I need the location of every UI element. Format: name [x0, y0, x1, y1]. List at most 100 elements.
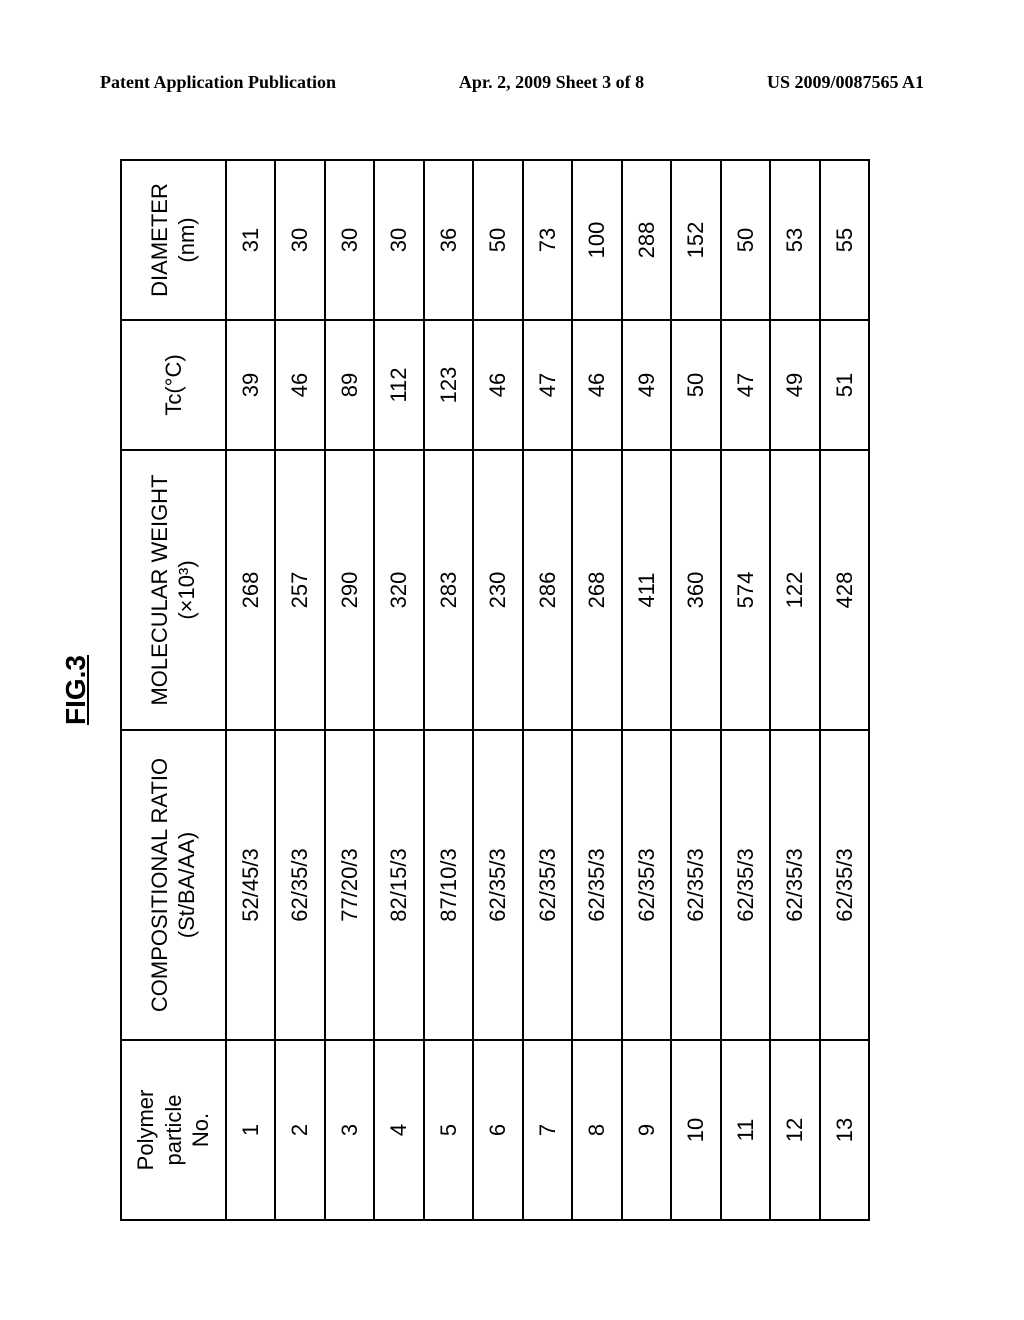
- cell-ratio: 62/35/3: [523, 730, 573, 1040]
- cell-mw: 268: [572, 450, 622, 730]
- table-row: 10 62/35/3 360 50 152: [671, 160, 721, 1220]
- cell-no: 11: [721, 1040, 771, 1220]
- table-row: 12 62/35/3 122 49 53: [770, 160, 820, 1220]
- cell-ratio: 62/35/3: [770, 730, 820, 1040]
- cell-mw: 122: [770, 450, 820, 730]
- cell-dia: 50: [473, 160, 523, 320]
- cell-tc: 39: [226, 320, 276, 450]
- table-row: 5 87/10/3 283 123 36: [424, 160, 474, 1220]
- col-header-dia-l2: (nm): [174, 217, 199, 262]
- cell-tc: 46: [473, 320, 523, 450]
- cell-no: 3: [325, 1040, 375, 1220]
- cell-mw: 230: [473, 450, 523, 730]
- table-row: 4 82/15/3 320 112 30: [374, 160, 424, 1220]
- table-row: 3 77/20/3 290 89 30: [325, 160, 375, 1220]
- cell-dia: 30: [325, 160, 375, 320]
- cell-no: 1: [226, 1040, 276, 1220]
- cell-ratio: 77/20/3: [325, 730, 375, 1040]
- table-row: 11 62/35/3 574 47 50: [721, 160, 771, 1220]
- cell-no: 9: [622, 1040, 672, 1220]
- cell-no: 8: [572, 1040, 622, 1220]
- col-header-mw-l2: (×10³): [174, 560, 199, 619]
- cell-ratio: 62/35/3: [622, 730, 672, 1040]
- polymer-particle-table: Polymer particle No. COMPOSITIONAL RATIO…: [120, 159, 870, 1221]
- col-header-mw-l1: MOLECULAR WEIGHT: [147, 474, 172, 705]
- cell-dia: 30: [275, 160, 325, 320]
- col-header-no-l1: Polymer particle: [133, 1090, 186, 1171]
- table-row: 2 62/35/3 257 46 30: [275, 160, 325, 1220]
- col-header-tc-l1: Tc(°C): [161, 354, 186, 415]
- cell-ratio: 52/45/3: [226, 730, 276, 1040]
- col-header-tc: Tc(°C): [121, 320, 226, 450]
- table-body: 1 52/45/3 268 39 31 2 62/35/3 257 46 30 …: [226, 160, 870, 1220]
- cell-ratio: 62/35/3: [473, 730, 523, 1040]
- cell-mw: 290: [325, 450, 375, 730]
- cell-dia: 152: [671, 160, 721, 320]
- cell-tc: 47: [721, 320, 771, 450]
- table-row: 7 62/35/3 286 47 73: [523, 160, 573, 1220]
- table-row: 13 62/35/3 428 51 55: [820, 160, 870, 1220]
- col-header-mw: MOLECULAR WEIGHT (×10³): [121, 450, 226, 730]
- cell-mw: 574: [721, 450, 771, 730]
- cell-ratio: 62/35/3: [671, 730, 721, 1040]
- cell-tc: 49: [622, 320, 672, 450]
- header-center: Apr. 2, 2009 Sheet 3 of 8: [459, 72, 644, 93]
- cell-tc: 46: [572, 320, 622, 450]
- cell-ratio: 62/35/3: [275, 730, 325, 1040]
- cell-no: 10: [671, 1040, 721, 1220]
- table-row: 9 62/35/3 411 49 288: [622, 160, 672, 1220]
- cell-dia: 55: [820, 160, 870, 320]
- cell-mw: 268: [226, 450, 276, 730]
- cell-dia: 31: [226, 160, 276, 320]
- cell-dia: 73: [523, 160, 573, 320]
- cell-tc: 49: [770, 320, 820, 450]
- cell-dia: 50: [721, 160, 771, 320]
- cell-dia: 53: [770, 160, 820, 320]
- cell-no: 5: [424, 1040, 474, 1220]
- header-left: Patent Application Publication: [100, 72, 336, 93]
- col-header-no-l2: No.: [188, 1113, 213, 1147]
- cell-dia: 36: [424, 160, 474, 320]
- cell-mw: 257: [275, 450, 325, 730]
- cell-ratio: 82/15/3: [374, 730, 424, 1040]
- cell-mw: 283: [424, 450, 474, 730]
- table-row: 8 62/35/3 268 46 100: [572, 160, 622, 1220]
- cell-dia: 288: [622, 160, 672, 320]
- figure-title: FIG.3: [60, 130, 92, 1250]
- cell-no: 2: [275, 1040, 325, 1220]
- cell-tc: 51: [820, 320, 870, 450]
- cell-tc: 47: [523, 320, 573, 450]
- col-header-no: Polymer particle No.: [121, 1040, 226, 1220]
- cell-no: 4: [374, 1040, 424, 1220]
- cell-ratio: 62/35/3: [820, 730, 870, 1040]
- cell-mw: 286: [523, 450, 573, 730]
- table-row: 1 52/45/3 268 39 31: [226, 160, 276, 1220]
- page-header: Patent Application Publication Apr. 2, 2…: [0, 72, 1024, 93]
- cell-no: 7: [523, 1040, 573, 1220]
- cell-no: 13: [820, 1040, 870, 1220]
- cell-dia: 30: [374, 160, 424, 320]
- cell-ratio: 87/10/3: [424, 730, 474, 1040]
- cell-mw: 428: [820, 450, 870, 730]
- col-header-dia: DIAMETER (nm): [121, 160, 226, 320]
- cell-tc: 112: [374, 320, 424, 450]
- col-header-ratio-l1: COMPOSITIONAL RATIO: [147, 758, 172, 1012]
- cell-ratio: 62/35/3: [572, 730, 622, 1040]
- cell-tc: 46: [275, 320, 325, 450]
- cell-mw: 320: [374, 450, 424, 730]
- figure-3: FIG.3 Polymer particle No. COMPOSITIONAL…: [60, 130, 960, 1250]
- cell-tc: 123: [424, 320, 474, 450]
- cell-no: 6: [473, 1040, 523, 1220]
- cell-tc: 50: [671, 320, 721, 450]
- col-header-dia-l1: DIAMETER: [147, 183, 172, 297]
- cell-mw: 411: [622, 450, 672, 730]
- cell-dia: 100: [572, 160, 622, 320]
- col-header-ratio: COMPOSITIONAL RATIO (St/BA/AA): [121, 730, 226, 1040]
- col-header-ratio-l2: (St/BA/AA): [174, 832, 199, 938]
- cell-tc: 89: [325, 320, 375, 450]
- header-right: US 2009/0087565 A1: [767, 72, 924, 93]
- cell-no: 12: [770, 1040, 820, 1220]
- table-row: 6 62/35/3 230 46 50: [473, 160, 523, 1220]
- cell-ratio: 62/35/3: [721, 730, 771, 1040]
- table-header-row: Polymer particle No. COMPOSITIONAL RATIO…: [121, 160, 226, 1220]
